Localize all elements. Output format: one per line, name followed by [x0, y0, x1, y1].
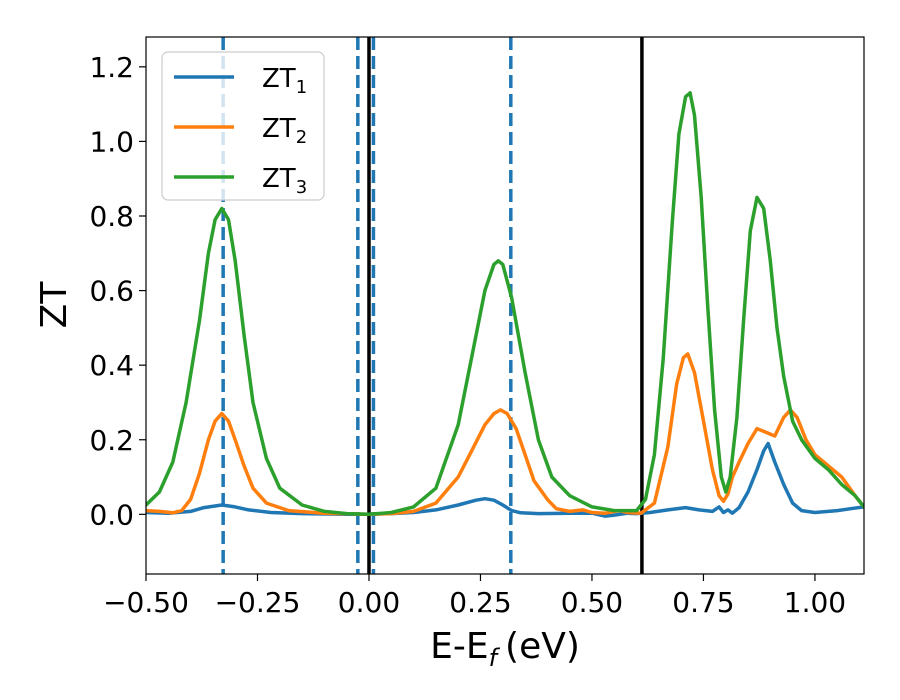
series-line-zt1 [146, 441, 864, 518]
y-tick-label: 0.2 [89, 424, 134, 457]
series-line-zt2 [146, 352, 864, 517]
y-tick-label: 0.6 [89, 275, 134, 308]
x-axis-ticks: −0.50 −0.25 0.00 0.25 0.50 0.75 1.00 [103, 574, 846, 619]
legend-box [161, 51, 325, 201]
legend: ZT1 ZT2 ZT3 [161, 51, 325, 201]
y-tick-label: 1.2 [89, 51, 134, 84]
x-axis-label: E-Ef (eV) [430, 626, 580, 672]
x-tick-label: −0.50 [103, 586, 189, 619]
y-axis-label: ZT [34, 281, 75, 329]
y-axis-ticks: 0.0 0.2 0.4 0.6 0.8 1.0 1.2 [89, 51, 146, 531]
series-line-zt3 [146, 91, 864, 517]
x-tick-label: 0.50 [561, 586, 623, 619]
legend-label-zt1: ZT1 [262, 64, 307, 98]
y-tick-label: 0.4 [89, 349, 134, 382]
x-tick-label: −0.25 [215, 586, 301, 619]
x-tick-label: 0.75 [672, 586, 734, 619]
legend-label-zt2: ZT2 [262, 114, 307, 148]
legend-label-zt3: ZT3 [262, 164, 307, 198]
y-tick-label: 0.0 [89, 498, 134, 531]
y-tick-label: 1.0 [89, 125, 134, 158]
y-tick-label: 0.8 [89, 200, 134, 233]
x-tick-label: 0.00 [338, 586, 400, 619]
x-tick-label: 0.25 [449, 586, 511, 619]
series-layer [146, 91, 864, 518]
x-tick-label: 1.00 [784, 586, 846, 619]
vertical-reference-lines [221, 37, 644, 574]
plot-frame [145, 36, 865, 575]
